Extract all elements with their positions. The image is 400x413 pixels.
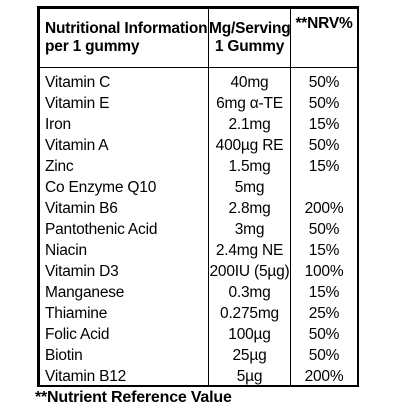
table-row: Zinc 1.5mg 15% (39, 156, 358, 177)
table-row: Manganese 0.3mg 15% (39, 282, 358, 303)
nutrient-name: Vitamin D3 (39, 261, 209, 282)
nutrient-name: Co Enzyme Q10 (39, 177, 209, 198)
nutrient-name: Zinc (39, 156, 209, 177)
nutrient-name: Vitamin A (39, 135, 209, 156)
footnote: **Nutrient Reference Value (35, 389, 232, 406)
nutrient-name: Vitamin B12 (39, 366, 209, 387)
table-row: Biotin 25µg 50% (39, 345, 358, 366)
nutrient-amount: 0.275mg (208, 303, 291, 324)
nutrient-nrv: 200% (290, 198, 358, 219)
header-mg-serving: Mg/Serving 1 Gummy (208, 8, 291, 68)
nutrient-amount: 400µg RE (208, 135, 291, 156)
header-row: Nutritional Information per 1 gummy Mg/S… (39, 8, 358, 68)
nutrient-amount: 3mg (208, 219, 291, 240)
table-row: Pantothenic Acid 3mg 50% (39, 219, 358, 240)
nutrient-amount: 2.1mg (208, 114, 291, 135)
nutrient-name: Iron (39, 114, 209, 135)
nutrient-nrv: 50% (290, 345, 358, 366)
nutrient-name: Vitamin E (39, 93, 209, 114)
nutrient-amount: 25µg (208, 345, 291, 366)
nutrient-nrv: 25% (290, 303, 358, 324)
nutrient-amount: 2.4mg NE (208, 240, 291, 261)
table-row: Vitamin B12 5µg 200% (39, 366, 358, 387)
nutrient-amount: 40mg (208, 67, 291, 93)
nutrient-amount: 200IU (5µg) (208, 261, 291, 282)
nutrient-nrv: 15% (290, 156, 358, 177)
table-row: Folic Acid 100µg 50% (39, 324, 358, 345)
nutrient-amount: 1.5mg (208, 156, 291, 177)
nutrient-nrv: 15% (290, 240, 358, 261)
header-amount-line1: Mg/Serving (209, 20, 291, 37)
nutrient-nrv: 15% (290, 282, 358, 303)
table-row: Vitamin E 6mg α-TE 50% (39, 93, 358, 114)
nutrition-table: Nutritional Information per 1 gummy Mg/S… (37, 6, 359, 387)
table-row: Iron 2.1mg 15% (39, 114, 358, 135)
nutrient-amount: 5mg (208, 177, 291, 198)
table-row: Co Enzyme Q10 5mg (39, 177, 358, 198)
table-row: Vitamin C 40mg 50% (39, 67, 358, 93)
header-name-line1: Nutritional Information (45, 20, 208, 37)
header-name-line2: per 1 gummy (45, 38, 140, 55)
nutrient-nrv: 50% (290, 67, 358, 93)
nutrient-nrv: 50% (290, 93, 358, 114)
nutrient-nrv (290, 177, 358, 198)
nutrient-name: Folic Acid (39, 324, 209, 345)
nutrient-name: Biotin (39, 345, 209, 366)
table-row: Vitamin A 400µg RE 50% (39, 135, 358, 156)
table-row: Thiamine 0.275mg 25% (39, 303, 358, 324)
nutrition-table-grid: Nutritional Information per 1 gummy Mg/S… (39, 8, 358, 387)
nutrient-amount: 5µg (208, 366, 291, 387)
nutrient-name: Vitamin B6 (39, 198, 209, 219)
nutrient-amount: 2.8mg (208, 198, 291, 219)
nutrient-name: Niacin (39, 240, 209, 261)
header-amount-line2: 1 Gummy (214, 38, 285, 55)
nutrient-nrv: 50% (290, 219, 358, 240)
header-nutritional-information: Nutritional Information per 1 gummy (39, 8, 209, 68)
nutrient-name: Vitamin C (39, 67, 209, 93)
table-row: Niacin 2.4mg NE 15% (39, 240, 358, 261)
table-row: Vitamin D3 200IU (5µg) 100% (39, 261, 358, 282)
nutrient-amount: 100µg (208, 324, 291, 345)
nutrient-amount: 6mg α-TE (208, 93, 291, 114)
nutrient-nrv: 50% (290, 135, 358, 156)
nutrient-name: Thiamine (39, 303, 209, 324)
nutrient-name: Pantothenic Acid (39, 219, 209, 240)
nutrient-nrv: 15% (290, 114, 358, 135)
nutrient-amount: 0.3mg (208, 282, 291, 303)
nutrient-nrv: 200% (290, 366, 358, 387)
header-nrv: **NRV% (290, 8, 358, 68)
nutrient-nrv: 100% (290, 261, 358, 282)
nutrient-nrv: 50% (290, 324, 358, 345)
nutrient-name: Manganese (39, 282, 209, 303)
table-row: Vitamin B6 2.8mg 200% (39, 198, 358, 219)
